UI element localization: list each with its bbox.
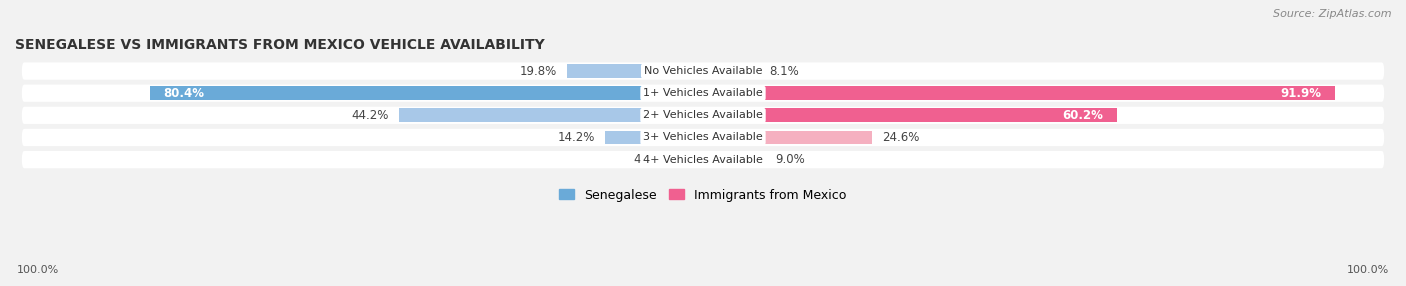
Text: 100.0%: 100.0%	[17, 265, 59, 275]
FancyBboxPatch shape	[22, 62, 1384, 80]
Bar	[606, 131, 703, 144]
Bar	[703, 153, 765, 166]
Text: Source: ZipAtlas.com: Source: ZipAtlas.com	[1274, 9, 1392, 19]
Text: No Vehicles Available: No Vehicles Available	[644, 66, 762, 76]
Text: 8.1%: 8.1%	[769, 65, 799, 78]
Text: 24.6%: 24.6%	[883, 131, 920, 144]
Bar	[150, 86, 703, 100]
Text: 91.9%: 91.9%	[1281, 87, 1322, 100]
FancyBboxPatch shape	[22, 85, 1384, 102]
Bar	[673, 153, 703, 166]
Bar	[399, 108, 703, 122]
Bar	[703, 86, 1336, 100]
Text: 80.4%: 80.4%	[163, 87, 205, 100]
Bar	[567, 64, 703, 78]
Bar	[703, 108, 1118, 122]
Text: 60.2%: 60.2%	[1063, 109, 1104, 122]
Text: 14.2%: 14.2%	[558, 131, 595, 144]
Bar	[703, 64, 759, 78]
Text: 4.3%: 4.3%	[633, 153, 664, 166]
Text: 44.2%: 44.2%	[352, 109, 388, 122]
Text: 100.0%: 100.0%	[1347, 265, 1389, 275]
Text: 1+ Vehicles Available: 1+ Vehicles Available	[643, 88, 763, 98]
Bar	[703, 131, 872, 144]
Text: 19.8%: 19.8%	[519, 65, 557, 78]
FancyBboxPatch shape	[22, 129, 1384, 146]
Text: 9.0%: 9.0%	[775, 153, 806, 166]
Text: 2+ Vehicles Available: 2+ Vehicles Available	[643, 110, 763, 120]
FancyBboxPatch shape	[22, 107, 1384, 124]
Text: SENEGALESE VS IMMIGRANTS FROM MEXICO VEHICLE AVAILABILITY: SENEGALESE VS IMMIGRANTS FROM MEXICO VEH…	[15, 38, 544, 52]
FancyBboxPatch shape	[22, 151, 1384, 168]
Text: 3+ Vehicles Available: 3+ Vehicles Available	[643, 132, 763, 142]
Text: 4+ Vehicles Available: 4+ Vehicles Available	[643, 155, 763, 165]
Legend: Senegalese, Immigrants from Mexico: Senegalese, Immigrants from Mexico	[554, 184, 852, 206]
